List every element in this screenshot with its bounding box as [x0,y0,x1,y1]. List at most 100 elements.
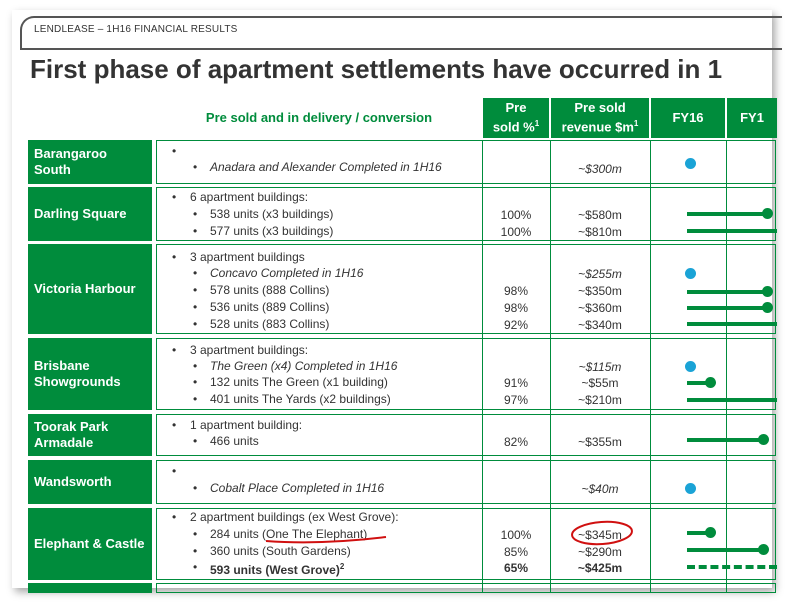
page-title: First phase of apartment settlements hav… [30,54,723,84]
row-line: Concavo Completed in 1H16 [210,266,364,280]
row-rev: ~$810m [578,225,622,239]
bullet: • [193,434,198,448]
row-line: 3 apartment buildings: [190,343,309,357]
row-line: 132 units The Green (x1 building) [210,375,388,389]
bullet: • [193,544,198,558]
status-dot [685,483,696,494]
row-line: 528 units (883 Collins) [210,317,330,331]
row-rev: ~$55m [581,376,619,390]
row-rev: ~$345m [578,528,622,542]
row-box-toorak-park [156,414,776,456]
row-label-victoria-harbour: Victoria Harbour [28,244,152,334]
row-line: 2 apartment buildings (ex West Grove): [190,510,399,524]
bullet: • [193,317,198,331]
row-line: 593 units (West Grove)2 [210,562,345,577]
row-rev: ~$355m [578,435,622,449]
timeline-bar [687,290,767,294]
timeline-dashed-bar [687,565,777,569]
bullet: • [172,250,177,264]
row-line: The Green (x4) Completed in 1H16 [210,359,398,373]
row-pct: 97% [503,393,529,407]
row-line: Anadara and Alexander Completed in 1H16 [210,160,442,174]
status-dot [685,268,696,279]
row-pct: 65% [503,561,529,575]
row-rev: ~$360m [578,301,622,315]
col-divider [726,140,727,593]
bullet: • [172,343,177,357]
timeline-bar [687,381,709,385]
timeline-bar [687,322,777,326]
row-rev: ~$40m [581,482,619,496]
row-line: 538 units (x3 buildings) [210,207,334,221]
row-box-brisbane-showgrounds [156,338,776,410]
row-label-next [28,583,152,593]
row-box-darling-square [156,187,776,241]
row-rev: ~$425m [577,561,623,575]
status-dot [705,527,716,538]
row-line: 401 units The Yards (x2 buildings) [210,392,391,406]
col-header-fy17: FY1 [727,98,777,138]
bullet: • [193,560,198,574]
col-header-presold: Pre sold %1 [483,98,549,138]
status-dot [685,361,696,372]
col-divider [482,140,483,593]
bullet: • [193,359,198,373]
col-divider [550,140,551,593]
bullet: • [193,375,198,389]
status-dot [762,302,773,313]
status-dot [758,434,769,445]
row-label-brisbane-showgrounds: Brisbane Showgrounds [28,338,152,410]
row-line: 3 apartment buildings [190,250,305,264]
status-dot [685,158,696,169]
timeline-bar [687,398,777,402]
status-dot [762,286,773,297]
row-rev: ~$300m [578,162,622,176]
row-rev: ~$115m [578,360,622,374]
row-line: 536 units (889 Collins) [210,300,330,314]
row-pct: 98% [503,301,529,315]
row-line: 360 units (South Gardens) [210,544,351,558]
row-box-victoria-harbour [156,244,776,334]
row-line: 1 apartment building: [190,418,303,432]
timeline-bar [687,438,763,442]
row-line: 577 units (x3 buildings) [210,224,334,238]
bullet: • [193,481,198,495]
header-label: LENDLEASE – 1H16 FINANCIAL RESULTS [34,24,238,35]
bullet: • [172,510,177,524]
row-rev: ~$340m [578,318,622,332]
row-rev: ~$255m [578,267,622,281]
row-rev: ~$210m [578,393,622,407]
bullet: • [193,283,198,297]
bullet: • [193,300,198,314]
status-dot [705,377,716,388]
row-pct: 92% [503,318,529,332]
row-rev: ~$290m [578,545,622,559]
timeline-bar [687,531,709,535]
row-pct: 85% [503,545,529,559]
row-label-elephant-castle: Elephant & Castle [28,508,152,580]
row-box-wandsworth [156,460,776,504]
col-header-pipeline: Pre sold and in delivery / conversion [205,110,433,125]
status-dot [762,208,773,219]
col-divider [650,140,651,593]
timeline-bar [687,548,763,552]
timeline-bar [687,212,767,216]
row-rev: ~$350m [578,284,622,298]
bullet: • [172,418,177,432]
row-pct: 98% [503,284,529,298]
timeline-bar [687,306,767,310]
row-box-elephant-castle [156,508,776,580]
col-header-revenue: Pre sold revenue $m1 [551,98,649,138]
row-line: 284 units (One The Elephant) [210,527,368,541]
row-line: 6 apartment buildings: [190,190,309,204]
bullet: • [193,527,198,541]
header-tab [20,16,782,50]
row-label-barangaroo: Barangaroo South [28,140,152,184]
row-line: Cobalt Place Completed in 1H16 [210,481,385,495]
row-label-toorak-park: Toorak Park Armadale [28,414,152,456]
bullet: • [193,224,198,238]
row-line: 578 units (888 Collins) [210,283,330,297]
row-box-barangaroo [156,140,776,184]
row-label-darling-square: Darling Square [28,187,152,241]
status-dot [758,544,769,555]
